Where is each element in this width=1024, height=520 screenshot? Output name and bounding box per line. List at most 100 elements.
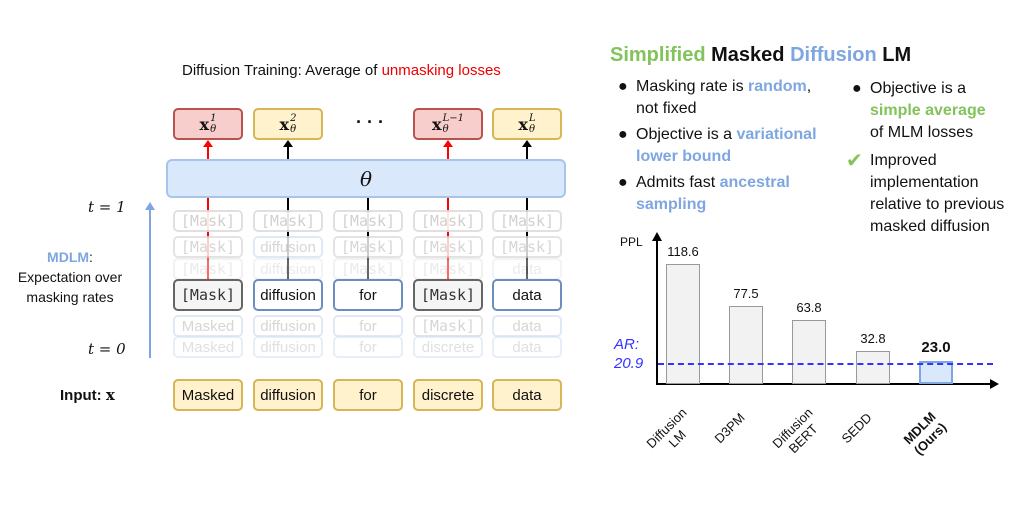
sup: 1 xyxy=(210,113,217,124)
faded-token: data xyxy=(492,336,562,358)
input-token: Masked xyxy=(173,379,243,411)
bar xyxy=(856,350,890,384)
diagram-title: Diffusion Training: Average of unmasking… xyxy=(182,62,501,79)
faded-token: diffusion xyxy=(253,236,323,258)
ellipsis: · · · xyxy=(356,112,384,132)
mdlm-desc: Expectation over masking rates xyxy=(17,269,123,305)
mdlm-label: MDLM xyxy=(47,249,90,265)
checkmark-icon: ✔ xyxy=(846,150,863,172)
x-tick-label: MDLM (Ours) xyxy=(900,408,950,458)
bullet-3: ● xyxy=(618,174,628,191)
x-tick-label: Diffusion LM xyxy=(643,404,690,452)
sup: L−1 xyxy=(442,113,464,124)
bar-value-label: 77.5 xyxy=(733,285,759,301)
x: x xyxy=(518,114,528,134)
t: of MLM losses xyxy=(870,124,974,141)
bullet-2-text: Objective is a variational lower bound xyxy=(636,124,846,168)
faded-token: data xyxy=(492,315,562,337)
faded-token: [Mask] xyxy=(333,258,403,280)
bullet-1-text: Masking rate is random, not fixed xyxy=(636,76,846,120)
t: Objective is a xyxy=(636,126,737,143)
y-axis xyxy=(656,238,658,385)
t: simple average xyxy=(870,102,986,119)
title-text: Diffusion Training: Average of xyxy=(182,62,382,79)
connector-line xyxy=(287,146,289,159)
arrow-right-icon xyxy=(990,379,999,389)
connector-line xyxy=(526,146,528,159)
bullet-1: ● xyxy=(618,78,628,95)
x: x xyxy=(199,114,210,134)
bullet-4-text: Objective is a simple average of MLM losse… xyxy=(870,78,1020,144)
faded-token: diffusion xyxy=(253,315,323,337)
sub: θ xyxy=(210,124,217,135)
faded-token: [Mask] xyxy=(492,210,562,232)
time-axis-arrow xyxy=(149,208,151,358)
sup: L xyxy=(528,113,536,124)
t: not fixed xyxy=(636,100,697,117)
bullet-5-text: Improved implementation relative to prev… xyxy=(870,152,1005,235)
input-label: Input: x xyxy=(60,386,115,404)
sup: 2 xyxy=(290,113,297,124)
input-token: for xyxy=(333,379,403,411)
current-token: [Mask] xyxy=(173,279,243,311)
sub: θ xyxy=(290,124,297,135)
mdlm-annotation: MDLM: Expectation over masking rates xyxy=(0,247,140,307)
faded-token: [Mask] xyxy=(333,210,403,232)
model-theta-box: θ xyxy=(166,159,566,198)
x-tick-label: D3PM xyxy=(711,409,748,447)
bullet-2: ● xyxy=(618,126,628,143)
faded-token: Masked xyxy=(173,315,243,337)
input-token: discrete xyxy=(413,379,483,411)
connector-line xyxy=(207,146,209,159)
faded-token: for xyxy=(333,315,403,337)
t: variational xyxy=(736,126,817,143)
bar-value-label: 32.8 xyxy=(860,330,886,346)
t: AR: xyxy=(614,335,640,353)
arrow-up-icon xyxy=(203,140,213,147)
input-text: Input: xyxy=(60,387,106,404)
sub: θ xyxy=(442,124,449,135)
bar-value-label: 63.8 xyxy=(796,299,822,315)
current-token: data xyxy=(492,279,562,311)
sub: θ xyxy=(528,124,535,135)
t: 20.9 xyxy=(614,354,644,372)
x: x xyxy=(432,114,442,134)
faded-token: [Mask] xyxy=(253,210,323,232)
title-part: Simplified xyxy=(610,44,706,66)
x: x xyxy=(279,114,290,134)
x-tick-label: SEDD xyxy=(838,409,875,447)
bar-value-label: 23.0 xyxy=(921,338,951,356)
arrow-up-icon xyxy=(522,140,532,147)
t: lower bound xyxy=(636,148,732,165)
bar xyxy=(729,305,763,384)
faded-token: discrete xyxy=(413,336,483,358)
arrow-up-icon xyxy=(283,140,293,147)
input-token: data xyxy=(492,379,562,411)
faded-token: diffusion xyxy=(253,336,323,358)
panel-title: Simplified Masked Diffusion LM xyxy=(610,44,911,67)
t: random xyxy=(748,78,807,95)
bullet-4: ● xyxy=(852,80,862,97)
arrow-up-icon xyxy=(145,202,155,210)
output-box: x L−1 θ xyxy=(413,108,483,140)
t: sampling xyxy=(636,196,707,213)
t: ancestral xyxy=(719,174,790,191)
x-axis xyxy=(656,383,991,385)
title-part: Diffusion xyxy=(790,44,877,66)
faded-token: data xyxy=(492,258,562,280)
faded-token: diffusion xyxy=(253,258,323,280)
input-token: diffusion xyxy=(253,379,323,411)
bar-value-label: 118.6 xyxy=(667,244,699,260)
current-token: for xyxy=(333,279,403,311)
arrow-up-icon xyxy=(443,140,453,147)
t1-label: t = 1 xyxy=(88,198,126,216)
t0-label: t = 0 xyxy=(88,340,126,358)
input-var: x xyxy=(105,386,115,404)
bar xyxy=(666,264,700,384)
title-highlight: unmasking losses xyxy=(381,62,501,79)
faded-token: [Mask] xyxy=(173,210,243,232)
t: Masking rate is xyxy=(636,78,749,95)
faded-token: for xyxy=(333,336,403,358)
faded-token: [Mask] xyxy=(492,236,562,258)
